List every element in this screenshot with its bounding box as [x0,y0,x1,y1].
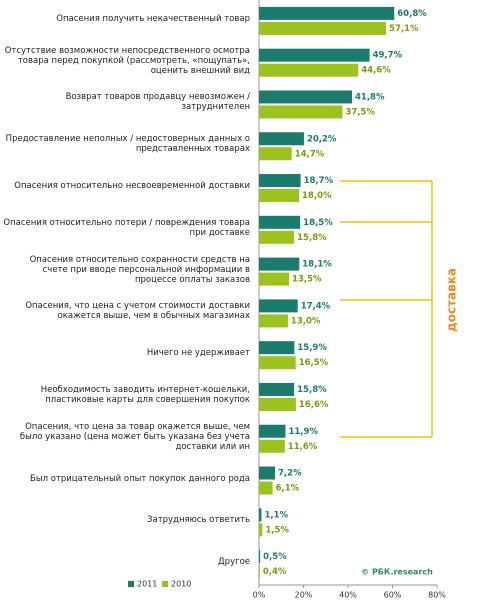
bar [259,382,295,396]
value-label: 17,4% [301,301,331,311]
value-label: 16,6% [299,400,329,410]
bar [259,508,262,522]
value-label: 20,2% [307,134,337,144]
category-label: Ничего не удерживает [146,348,250,359]
bar [259,90,353,104]
value-label: 18,7% [304,176,334,186]
source: © РБК.research [361,568,433,577]
value-label: 13,0% [291,316,321,326]
bar [259,147,292,161]
category-label-box: Ничего не удерживает [146,348,250,359]
category-label-box: Опасения, что цена с учетом стоимости до… [25,301,250,322]
bar [259,466,276,480]
bar [259,356,296,370]
category-label-box: Опасения относительно потери / поврежден… [3,217,250,238]
bar [259,424,286,438]
category-label: Затрудняюсь ответить [147,515,250,526]
category-label: Был отрицательный опыт покупок данного р… [30,473,250,484]
category-label: Возврат товаров продавцу невозможен / за… [65,92,250,113]
category-label-box: Затрудняюсь ответить [147,515,250,526]
value-label: 41,8% [355,92,385,102]
bar [259,63,359,77]
category-label-box: Предоставление неполных / недостоверных … [5,134,250,155]
bar [259,48,370,62]
category-label: Отсутствие возможности непосредственного… [4,45,250,76]
x-tick-label: 60% [384,591,402,600]
bar [259,565,260,579]
bar [259,439,285,453]
bar [259,550,261,564]
category-label: Другое [218,557,250,568]
value-label: 60,8% [397,9,427,19]
bar [259,21,387,35]
value-label: 11,9% [288,427,318,437]
category-label: Опасения получить некачественный товар [56,13,250,24]
category-label-box: Опасения, что цена за товар окажется выш… [19,421,250,452]
x-tick-label: 80% [428,591,446,600]
category-label-box: Был отрицательный опыт покупок данного р… [30,473,250,484]
value-label: 0,4% [263,567,287,577]
value-label: 18,1% [302,260,332,270]
value-label: 6,1% [276,484,300,494]
value-label: 57,1% [389,24,419,34]
value-label: 14,7% [295,149,325,159]
legend-swatch [128,581,134,587]
value-label: 15,8% [297,233,327,243]
category-label: Опасения относительно несвоевременной до… [14,181,250,192]
value-label: 1,1% [264,510,288,520]
category-label-box: Другое [218,557,250,568]
bar [259,215,301,229]
category-label: Опасения, что цена за товар окажется выш… [19,421,250,452]
category-label: Необходимость заводить интернет-кошельки… [40,384,250,405]
value-label: 44,6% [361,66,391,76]
bar [259,314,288,328]
category-label: Предоставление неполных / недостоверных … [5,134,250,155]
x-tick-label: 20% [295,591,313,600]
value-label: 18,0% [302,191,332,201]
bar [259,341,295,355]
value-label: 7,2% [278,469,302,479]
category-label-box: Опасения получить некачественный товар [56,13,250,24]
value-label: 16,5% [299,358,329,368]
bracket [340,180,433,438]
bar [259,257,300,271]
value-label: 13,5% [292,275,322,285]
bar [259,397,296,411]
legend-label: 2010 [171,580,191,589]
bar [259,174,301,188]
category-label-box: Отсутствие возможности непосредственного… [4,45,250,76]
value-label: 18,5% [303,218,333,228]
category-label: Опасения относительно сохранности средст… [29,254,250,285]
bar [259,189,300,203]
category-label-box: Необходимость заводить интернет-кошельки… [40,384,250,405]
category-label-box: Опасения относительно сохранности средст… [29,254,250,285]
bar [259,523,263,537]
bar [259,299,298,313]
value-label: 15,9% [297,343,327,353]
value-label: 1,5% [265,525,289,535]
x-tick-label: 40% [339,591,357,600]
bar [259,481,273,495]
x-tick-label: 0% [253,591,266,600]
category-label-box: Возврат товаров продавцу невозможен / за… [65,92,250,113]
legend-swatch [162,581,168,587]
annotation: доставка [445,268,459,332]
category-label: Опасения относительно потери / поврежден… [3,217,250,238]
value-label: 15,8% [297,385,327,395]
bar [259,105,343,119]
category-label-box: Опасения относительно несвоевременной до… [14,181,250,192]
bar [259,272,290,286]
value-label: 0,5% [263,552,287,562]
bar [259,6,395,20]
value-label: 49,7% [373,51,403,61]
value-label: 11,6% [288,442,318,452]
legend-label: 2011 [137,580,157,589]
value-label: 37,5% [345,107,375,117]
category-label: Опасения, что цена с учетом стоимости до… [25,301,250,322]
bar [259,230,295,244]
bar [259,132,304,146]
